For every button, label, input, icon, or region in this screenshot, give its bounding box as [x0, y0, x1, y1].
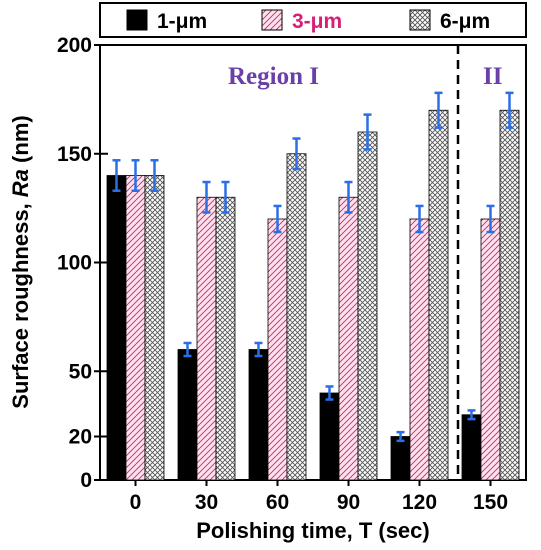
x-tick-label: 90 — [337, 491, 360, 514]
bar-1m-t30 — [177, 349, 198, 481]
y-axis-title-italic: Ra — [8, 169, 33, 197]
error-bar — [415, 204, 424, 234]
y-tick-label: 150 — [57, 143, 92, 166]
error-bar — [434, 91, 443, 129]
legend-label-1um: 1-μm — [157, 10, 207, 33]
legend-swatch-3um — [261, 9, 283, 31]
bar-6m-t150 — [499, 109, 520, 481]
y-axis-title-suffix: (nm) — [8, 115, 33, 169]
error-bar — [131, 159, 140, 192]
bar-6m-t30 — [215, 196, 236, 481]
y-axis: 0 20 50 100 150 200 — [57, 34, 108, 492]
bar-3m-t150 — [480, 218, 501, 481]
x-tick-label: 120 — [402, 491, 437, 514]
x-tick-label: 150 — [473, 491, 508, 514]
y-tick-label: 100 — [57, 252, 92, 275]
legend-swatch-1um — [126, 9, 148, 31]
x-tick-label: 60 — [266, 491, 289, 514]
y-tick-label: 20 — [69, 426, 92, 449]
region-i-label: Region I — [228, 63, 319, 90]
error-bar — [183, 341, 192, 358]
error-bar — [254, 341, 263, 358]
bar-6m-t90 — [357, 131, 378, 481]
error-bar — [112, 159, 121, 192]
y-tick-label: 0 — [80, 469, 92, 492]
y-tick-label: 200 — [57, 34, 92, 57]
y-axis-title-prefix: Surface roughness, — [8, 197, 33, 409]
error-bar — [363, 113, 372, 151]
bar-6m-t60 — [286, 153, 307, 481]
bar-6m-t0 — [144, 175, 165, 481]
region-ii-label: II — [483, 63, 502, 90]
error-bars-layer — [112, 91, 514, 443]
legend-swatch-6um — [409, 9, 431, 31]
error-bar — [486, 204, 495, 234]
error-bar — [396, 430, 405, 443]
y-tick-label: 50 — [69, 360, 92, 383]
error-bar — [221, 180, 230, 214]
legend-box — [99, 2, 527, 38]
bar-3m-t30 — [196, 196, 217, 481]
bar-3m-t90 — [338, 196, 359, 481]
legend-label-3um: 3-μm — [292, 10, 342, 33]
x-tick-label: 30 — [195, 491, 218, 514]
legend: 1-μm 3-μm 6-μm — [99, 2, 527, 38]
bar-1m-t0 — [106, 175, 127, 481]
error-bar — [467, 409, 476, 421]
bars-layer — [106, 109, 520, 481]
error-bar — [292, 137, 301, 171]
bar-1m-t90 — [319, 392, 340, 481]
y-axis-title: Surface roughness, Ra (nm) — [8, 115, 33, 408]
x-axis-title: Polishing time, T (sec) — [196, 518, 429, 543]
bar-1m-t120 — [390, 436, 411, 481]
bar-3m-t60 — [267, 218, 288, 481]
error-bar — [273, 204, 282, 234]
error-bar — [505, 91, 514, 129]
bar-6m-t120 — [428, 109, 449, 481]
x-axis: 0 30 60 90 120 150 — [130, 480, 508, 514]
legend-label-6um: 6-μm — [440, 10, 490, 33]
bar-1m-t60 — [248, 349, 269, 481]
error-bar — [202, 180, 211, 214]
error-bar — [344, 180, 353, 214]
error-bar — [325, 385, 334, 401]
bar-3m-t120 — [409, 218, 430, 481]
bar-3m-t0 — [125, 175, 146, 481]
error-bar — [150, 159, 159, 192]
bar-1m-t150 — [461, 414, 482, 481]
x-tick-label: 0 — [130, 491, 142, 514]
